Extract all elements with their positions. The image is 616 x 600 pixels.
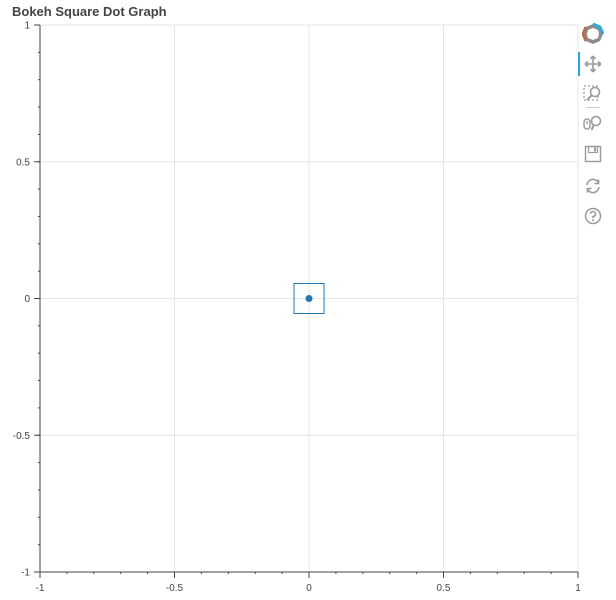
- box-zoom-button[interactable]: [578, 82, 608, 106]
- y-tick-label: 0: [24, 294, 30, 305]
- x-tick-label: 0.5: [437, 583, 451, 594]
- bokeh-logo-icon[interactable]: [578, 22, 608, 46]
- pan-tool-button[interactable]: [578, 52, 608, 76]
- help-button[interactable]: [578, 204, 608, 228]
- x-tick-label: -0.5: [166, 583, 184, 594]
- chart-title: Bokeh Square Dot Graph: [12, 4, 167, 19]
- reset-icon: [586, 178, 600, 194]
- wheel-zoom-button[interactable]: [578, 112, 608, 136]
- x-tick-label: 1: [575, 583, 581, 594]
- x-axis-ticks: -1 -0.5 0 0.5 1: [36, 572, 581, 594]
- y-axis-ticks: -1 -0.5 0 0.5 1: [13, 21, 40, 579]
- x-tick-label: 0: [306, 583, 312, 594]
- save-icon: [584, 145, 602, 163]
- square-marker: [293, 283, 325, 314]
- y-tick-label: -0.5: [13, 431, 31, 442]
- toolbar-divider: [586, 107, 600, 108]
- x-tick-label: -1: [36, 583, 45, 594]
- reset-button[interactable]: [578, 174, 608, 198]
- active-tool-indicator: [578, 52, 580, 76]
- save-button[interactable]: [578, 142, 608, 166]
- data-marks: [293, 283, 325, 314]
- wheel-zoom-icon: [583, 115, 602, 131]
- y-tick-label: 1: [24, 21, 30, 32]
- help-icon: [584, 207, 602, 225]
- pan-icon: [584, 55, 602, 73]
- y-tick-label: 0.5: [16, 157, 30, 168]
- y-tick-label: -1: [21, 568, 30, 579]
- box-zoom-icon: [583, 85, 601, 101]
- dot-marker: [305, 295, 313, 302]
